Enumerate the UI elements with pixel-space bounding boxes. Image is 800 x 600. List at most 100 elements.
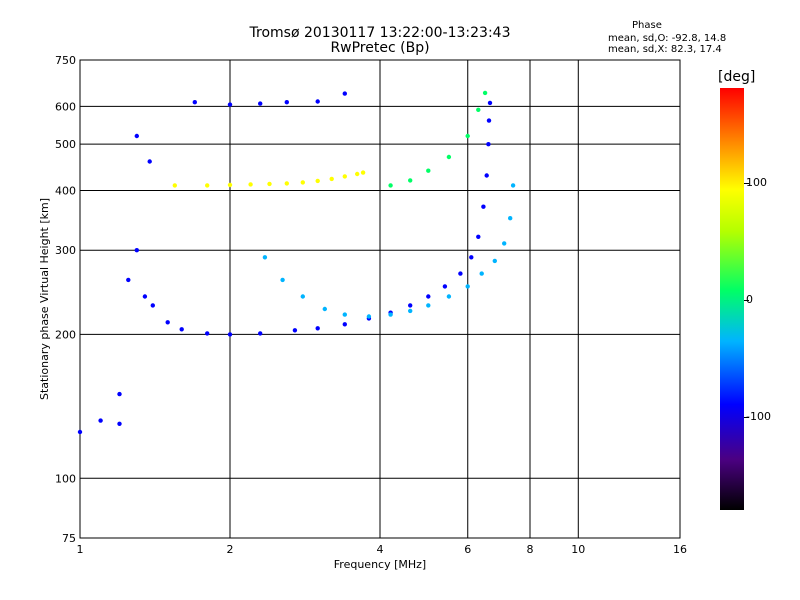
- echo-point: [360, 170, 366, 175]
- echo-point: [487, 100, 493, 106]
- echo-point: [258, 101, 263, 106]
- echo-point: [388, 183, 393, 188]
- echo-point: [446, 154, 452, 160]
- echo-point: [502, 241, 507, 246]
- echo-point: [342, 174, 347, 179]
- colorbar-tick-mark: [744, 300, 749, 301]
- echo-point: [486, 118, 492, 123]
- echo-point: [150, 303, 155, 308]
- x-tick-label: 6: [464, 543, 471, 556]
- y-tick-label: 200: [55, 328, 76, 341]
- echo-point: [442, 284, 448, 289]
- echo-point: [388, 312, 393, 317]
- x-tick-label: 4: [377, 543, 384, 556]
- echo-point: [510, 183, 516, 188]
- chart-subtitle: RwPretec (Bp): [330, 40, 430, 56]
- echo-point: [479, 271, 484, 276]
- echo-point: [355, 171, 360, 177]
- echo-point: [342, 91, 347, 96]
- colorbar-tick-label: -100: [746, 410, 771, 423]
- colorbar-tick-mark: [744, 417, 749, 418]
- x-tick-label: 2: [227, 543, 234, 556]
- echo-point: [322, 306, 327, 312]
- stats-o-mode: mean, sd,O: -92.8, 14.8: [608, 33, 727, 44]
- echo-point: [227, 332, 233, 337]
- x-tick-label: 1: [77, 543, 84, 556]
- echo-point: [262, 255, 268, 260]
- x-tick-label: 10: [571, 543, 585, 556]
- echo-point: [117, 391, 122, 397]
- echo-point: [300, 180, 305, 185]
- y-tick-label: 400: [55, 184, 76, 197]
- echo-point: [267, 181, 272, 187]
- axis-ticks: 1 2 4 6 8 10 16 75 100 200 300 400 500 600 750: [55, 54, 687, 556]
- y-tick-label: 300: [55, 244, 76, 257]
- echo-point: [446, 294, 452, 299]
- echo-point: [258, 331, 263, 336]
- echo-point: [342, 312, 347, 317]
- echo-point: [315, 178, 320, 184]
- echo-point: [205, 331, 210, 336]
- stats-x-mode: mean, sd,X: 82.3, 17.4: [608, 44, 722, 55]
- echo-point: [165, 320, 170, 325]
- x-tick-label: 8: [527, 543, 534, 556]
- echo-point: [172, 183, 177, 188]
- y-tick-label: 500: [55, 138, 76, 151]
- y-tick-label: 100: [55, 472, 76, 485]
- echo-point: [134, 248, 139, 253]
- echo-point: [205, 183, 210, 188]
- colorbar: [720, 88, 744, 510]
- chart-title: Tromsø 20130117 13:22:00-13:23:43: [249, 25, 511, 41]
- colorbar-tick-label: 100: [746, 176, 767, 189]
- echo-point: [481, 204, 486, 209]
- y-tick-label: 750: [55, 54, 76, 67]
- echo-point: [142, 294, 148, 299]
- colorbar-tick-mark: [744, 183, 749, 184]
- echo-point: [408, 308, 413, 314]
- echo-point: [315, 326, 320, 331]
- echo-point: [300, 294, 305, 299]
- echo-point: [315, 99, 320, 104]
- echo-point: [366, 314, 372, 319]
- colorbar-unit: [deg]: [718, 69, 756, 85]
- echo-point: [426, 294, 431, 299]
- echo-point: [482, 90, 488, 96]
- echo-point: [465, 284, 470, 289]
- echo-point: [408, 178, 413, 183]
- echo-point: [227, 182, 233, 188]
- y-tick-label: 600: [55, 100, 76, 113]
- echo-point: [426, 168, 431, 173]
- echo-point: [469, 255, 474, 260]
- data-points: [77, 90, 516, 435]
- echo-point: [342, 322, 347, 327]
- echo-point: [492, 258, 497, 264]
- echo-point: [508, 216, 513, 221]
- echo-point: [126, 277, 131, 283]
- grid: [80, 60, 680, 538]
- echo-point: [77, 429, 83, 435]
- echo-point: [98, 418, 103, 423]
- echo-point: [248, 182, 253, 187]
- echo-point: [408, 303, 413, 308]
- echo-point: [284, 181, 289, 186]
- echo-point: [284, 100, 289, 105]
- echo-point: [192, 100, 197, 105]
- echo-point: [179, 327, 184, 332]
- echo-point: [134, 133, 139, 139]
- echo-point: [484, 173, 489, 178]
- echo-point: [280, 277, 285, 283]
- echo-point: [147, 159, 152, 164]
- echo-point: [476, 107, 481, 113]
- stats-heading: Phase: [632, 20, 662, 31]
- x-tick-label: 16: [673, 543, 687, 556]
- echo-point: [227, 102, 233, 107]
- echo-point: [426, 303, 431, 308]
- echo-point: [486, 142, 491, 147]
- echo-point: [458, 271, 463, 276]
- echo-point: [292, 328, 298, 333]
- echo-point: [117, 421, 122, 426]
- y-tick-label: 75: [62, 532, 76, 545]
- echo-point: [329, 176, 334, 182]
- echo-point: [476, 234, 481, 239]
